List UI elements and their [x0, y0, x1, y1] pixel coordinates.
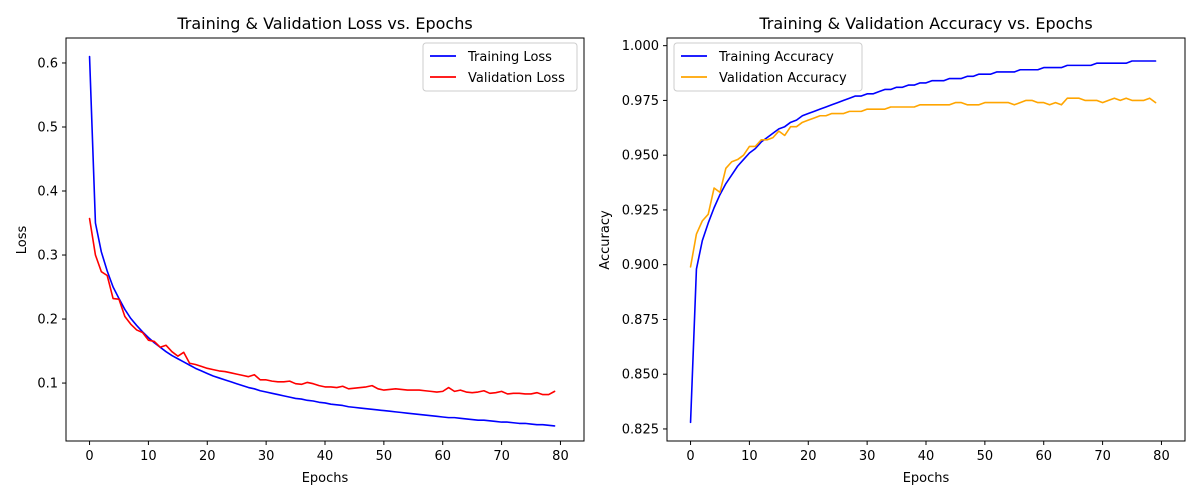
loss-legend-box	[422, 42, 578, 92]
loss-series-line-training	[88, 55, 556, 427]
accuracy-plot-area	[666, 37, 1186, 442]
accuracy-legend-label-training: Training Accuracy	[718, 50, 834, 65]
loss-y-tick-label: 0.6	[37, 56, 58, 71]
loss-y-tick-label: 0.5	[37, 120, 58, 135]
accuracy-x-tick-label: 10	[741, 449, 758, 464]
loss-plot-area	[65, 37, 585, 442]
loss-x-tick-label: 80	[552, 449, 569, 464]
loss-x-tick-label: 10	[140, 449, 157, 464]
loss-chart-title: Training & Validation Loss vs. Epochs	[176, 14, 472, 33]
accuracy-legend-label-validation: Validation Accuracy	[719, 71, 847, 86]
accuracy-series-line-training	[689, 60, 1157, 424]
loss-y-tick-label: 0.3	[37, 249, 58, 264]
loss-legend-label-training: Training Loss	[467, 50, 552, 65]
loss-legend-label-validation: Validation Loss	[468, 71, 565, 86]
loss-x-tick-label: 70	[493, 449, 510, 464]
accuracy-y-tick-label: 0.925	[622, 203, 659, 218]
accuracy-y-ticks: 0.825 0.850 0.875 0.900 0.925 0.950 0.975 1.000	[622, 39, 667, 437]
accuracy-legend: Training Accuracy Validation Accuracy	[673, 42, 863, 92]
accuracy-y-tick-label: 0.900	[622, 258, 659, 273]
accuracy-y-tick-label: 0.850	[622, 368, 659, 383]
loss-y-tick-label: 0.4	[37, 185, 58, 200]
accuracy-x-tick-label: 50	[977, 449, 994, 464]
accuracy-y-tick-label: 0.875	[622, 313, 659, 328]
accuracy-x-ticks: 0 10 20 30 40 50 60 70 80	[686, 441, 1170, 464]
accuracy-x-tick-label: 80	[1153, 449, 1170, 464]
accuracy-x-tick-label: 70	[1094, 449, 1111, 464]
accuracy-chart: Training & Validation Accuracy vs. Epoch…	[598, 14, 1186, 486]
accuracy-y-tick-label: 0.825	[622, 422, 659, 437]
accuracy-series-line-validation	[689, 97, 1157, 268]
loss-x-tick-label: 0	[85, 449, 93, 464]
loss-legend: Training Loss Validation Loss	[422, 42, 578, 92]
accuracy-y-axis-label: Accuracy	[598, 210, 613, 270]
loss-chart: Training & Validation Loss vs. Epochs 0 1…	[15, 14, 585, 486]
loss-series-line-validation	[88, 217, 556, 396]
loss-x-tick-label: 40	[317, 449, 334, 464]
accuracy-x-tick-label: 20	[800, 449, 817, 464]
loss-x-tick-label: 60	[434, 449, 451, 464]
accuracy-x-axis-label: Epochs	[903, 471, 950, 486]
accuracy-legend-box	[673, 42, 863, 92]
loss-x-ticks: 0 10 20 30 40 50 60 70 80	[85, 441, 569, 464]
loss-y-tick-label: 0.2	[37, 313, 58, 328]
loss-y-ticks: 0.1 0.2 0.3 0.4 0.5 0.6	[37, 56, 66, 392]
loss-x-axis-label: Epochs	[302, 471, 349, 486]
accuracy-x-tick-label: 0	[686, 449, 694, 464]
accuracy-y-tick-label: 0.950	[622, 149, 659, 164]
accuracy-chart-title: Training & Validation Accuracy vs. Epoch…	[758, 14, 1092, 33]
accuracy-x-tick-label: 60	[1035, 449, 1052, 464]
accuracy-x-tick-label: 30	[859, 449, 876, 464]
loss-y-axis-label: Loss	[15, 226, 30, 255]
accuracy-series	[689, 60, 1157, 424]
accuracy-y-tick-label: 1.000	[622, 39, 659, 54]
loss-x-tick-label: 30	[258, 449, 275, 464]
accuracy-y-tick-label: 0.975	[622, 94, 659, 109]
accuracy-x-tick-label: 40	[918, 449, 935, 464]
loss-x-tick-label: 20	[199, 449, 216, 464]
loss-y-tick-label: 0.1	[37, 377, 58, 392]
loss-series	[88, 55, 556, 427]
loss-x-tick-label: 50	[376, 449, 393, 464]
